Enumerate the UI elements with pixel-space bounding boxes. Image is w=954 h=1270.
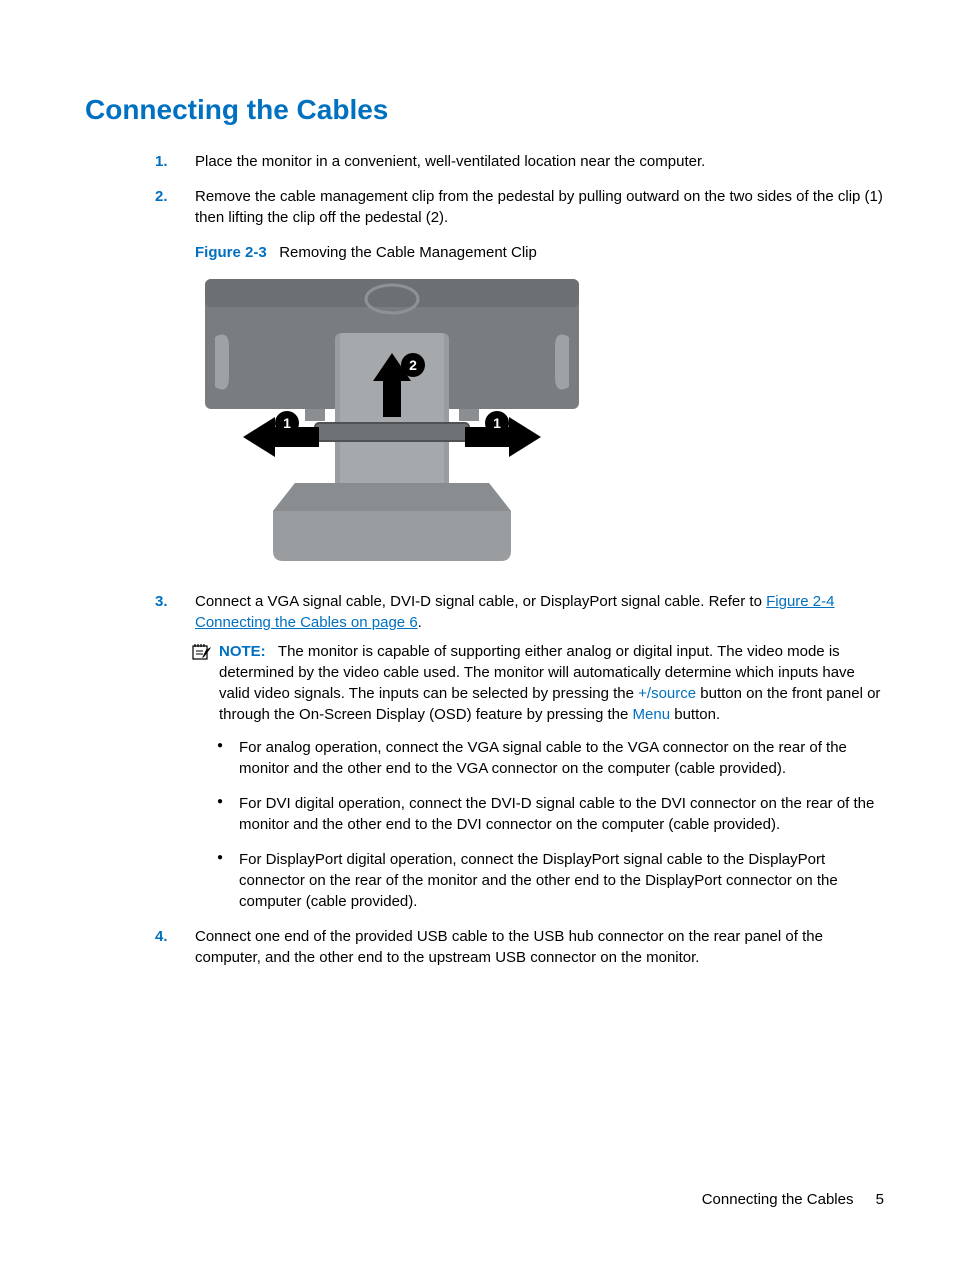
step-text-pre: Connect a VGA signal cable, DVI-D signal… [195, 593, 766, 610]
step-2: 2. Remove the cable management clip from… [155, 186, 884, 571]
step-4: 4. Connect one end of the provided USB c… [155, 926, 884, 968]
note-block: NOTE: The monitor is capable of supporti… [195, 641, 884, 725]
step-text-post: . [418, 614, 422, 631]
note-icon [191, 643, 213, 661]
figure-label: Figure 2-3 [195, 244, 267, 261]
step-1: 1. Place the monitor in a convenient, we… [155, 151, 884, 172]
steps-list: 1. Place the monitor in a convenient, we… [155, 151, 884, 968]
step-3: 3. Connect a VGA signal cable, DVI-D sig… [155, 591, 884, 912]
page-number: 5 [876, 1191, 884, 1208]
note-label: NOTE: [219, 643, 266, 660]
page-heading: Connecting the Cables [85, 90, 884, 129]
bullet-item: For DisplayPort digital operation, conne… [217, 849, 884, 912]
figure-title: Removing the Cable Management Clip [279, 244, 537, 261]
callout-2: 2 [409, 357, 417, 373]
note-hl-menu: Menu [633, 706, 671, 723]
step-text: Remove the cable management clip from th… [195, 188, 883, 226]
figure-caption: Figure 2-3 Removing the Cable Management… [195, 242, 884, 263]
bullet-list: For analog operation, connect the VGA si… [217, 737, 884, 912]
step-number: 4. [155, 926, 168, 947]
step-number: 1. [155, 151, 168, 172]
step-text: Place the monitor in a convenient, well-… [195, 153, 705, 170]
figure-2-3: 1 1 2 [195, 273, 589, 571]
footer-title: Connecting the Cables [702, 1191, 854, 1208]
callout-1-right: 1 [493, 415, 501, 431]
step-number: 2. [155, 186, 168, 207]
note-text-c: button. [670, 706, 720, 723]
bullet-item: For DVI digital operation, connect the D… [217, 793, 884, 835]
step-text: Connect one end of the provided USB cabl… [195, 928, 823, 966]
callout-1-left: 1 [283, 415, 291, 431]
step-number: 3. [155, 591, 168, 612]
bullet-item: For analog operation, connect the VGA si… [217, 737, 884, 779]
monitor-clip-diagram: 1 1 2 [195, 273, 589, 571]
note-hl-source: +/source [638, 685, 696, 702]
page-footer: Connecting the Cables 5 [702, 1189, 884, 1210]
